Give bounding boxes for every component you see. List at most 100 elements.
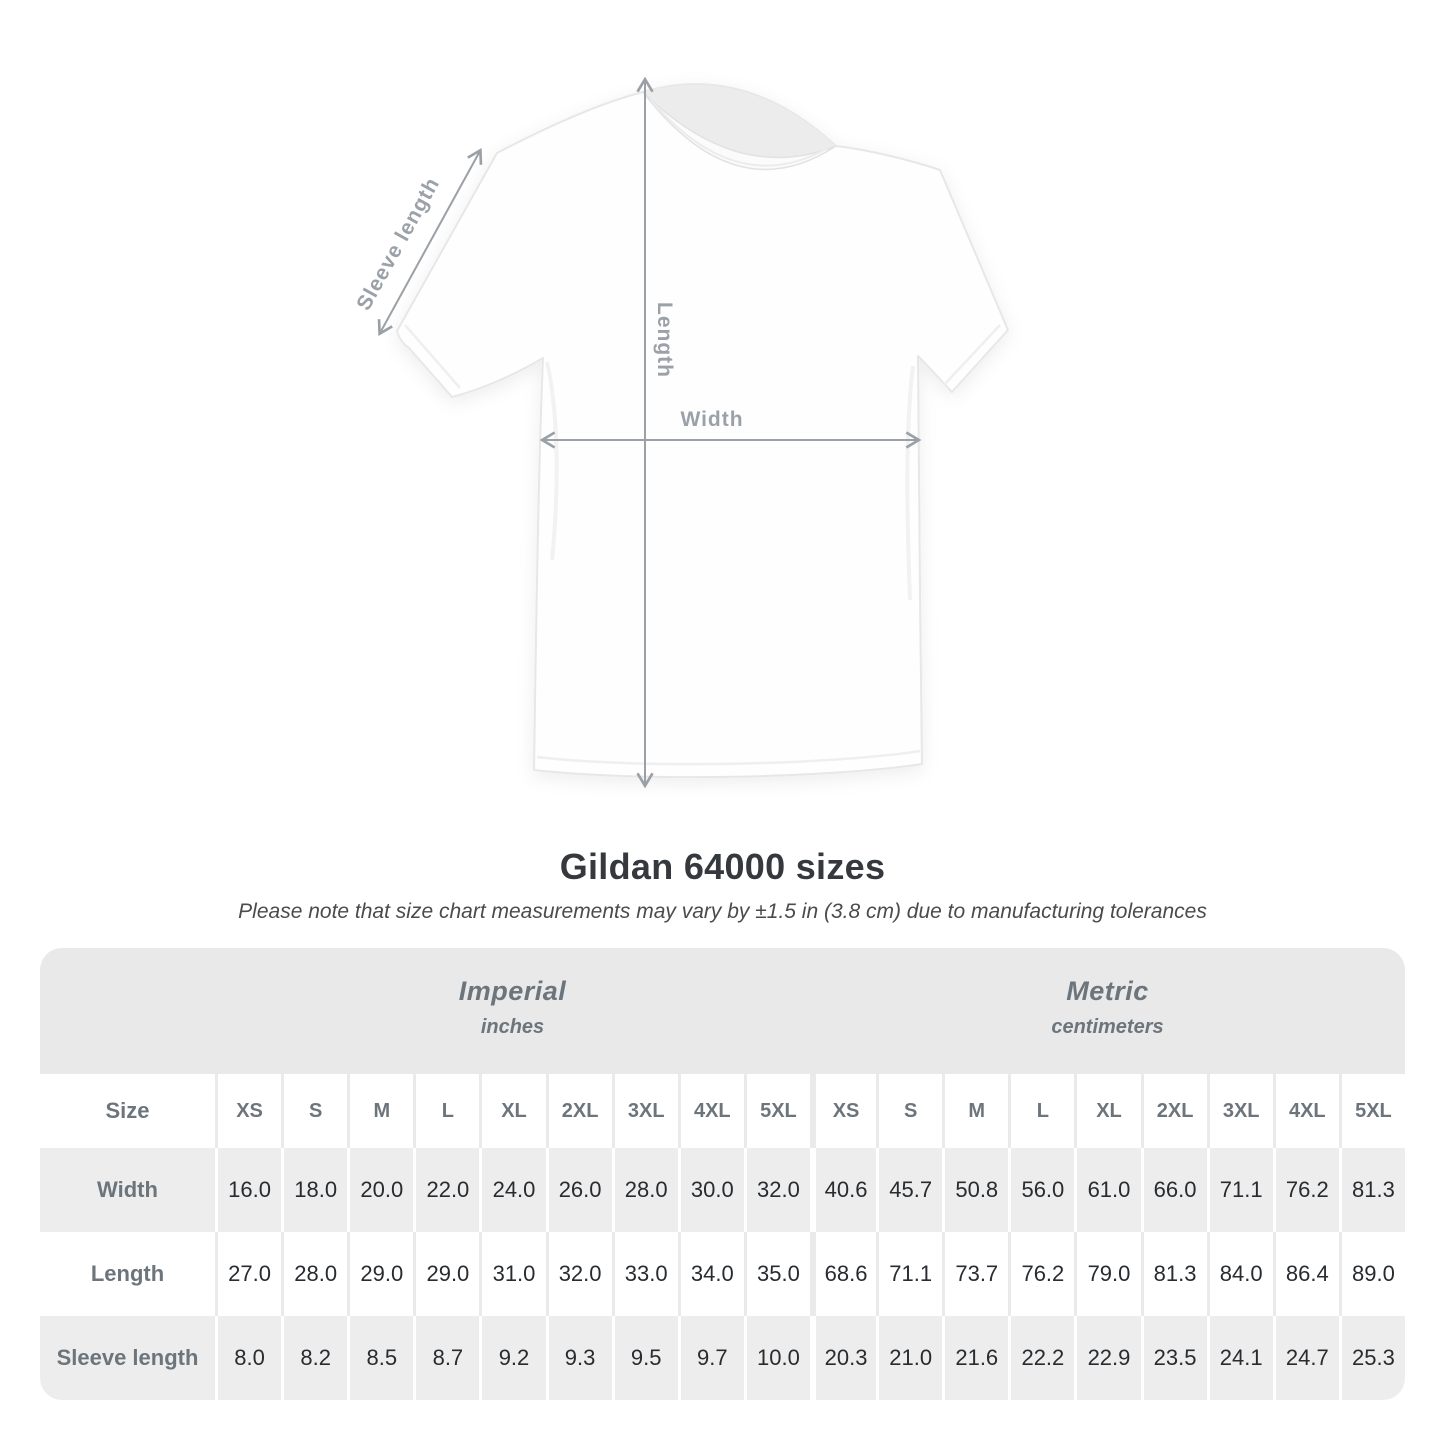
value-cell: 24.0 [479, 1148, 546, 1232]
value-cell: 9.5 [611, 1316, 678, 1400]
row-label: Sleeve length [40, 1316, 215, 1400]
value-cell: 21.6 [942, 1316, 1009, 1400]
metric-unit: centimeters [1051, 1015, 1164, 1038]
value-cell: 61.0 [1074, 1148, 1141, 1232]
size-col-header: S [281, 1074, 348, 1148]
size-chart: Imperial inches Metric centimeters Size … [40, 948, 1405, 1400]
value-cell: 29.0 [413, 1232, 480, 1316]
value-cell: 71.1 [876, 1232, 943, 1316]
table-row-sleeve-length: Sleeve length 8.0 8.2 8.5 8.7 9.2 9.3 9.… [40, 1316, 1405, 1400]
size-col-header: XS [215, 1074, 282, 1148]
size-col-header: 2XL [1140, 1074, 1207, 1148]
value-cell: 22.9 [1074, 1316, 1141, 1400]
value-cell: 81.3 [1338, 1148, 1405, 1232]
value-cell: 27.0 [215, 1232, 282, 1316]
size-col-header: M [942, 1074, 1009, 1148]
value-cell: 30.0 [677, 1148, 744, 1232]
imperial-unit: inches [480, 1015, 545, 1038]
size-chart-table: Imperial inches Metric centimeters Size … [40, 948, 1405, 1400]
collar-stitch [649, 98, 829, 167]
size-header-row: Size XS S M L XL 2XL 3XL 4XL 5XL XS S M … [40, 1074, 1405, 1148]
value-cell: 79.0 [1074, 1232, 1141, 1316]
value-cell: 22.0 [413, 1148, 480, 1232]
value-cell: 9.3 [545, 1316, 612, 1400]
size-col-header: 3XL [611, 1074, 678, 1148]
value-cell: 23.5 [1140, 1316, 1207, 1400]
value-cell: 21.0 [876, 1316, 943, 1400]
value-cell: 10.0 [743, 1316, 810, 1400]
value-cell: 66.0 [1140, 1148, 1207, 1232]
value-cell: 71.1 [1206, 1148, 1273, 1232]
value-cell: 32.0 [545, 1232, 612, 1316]
value-cell: 45.7 [876, 1148, 943, 1232]
value-cell: 8.2 [281, 1316, 348, 1400]
value-cell: 20.0 [347, 1148, 414, 1232]
value-cell: 76.2 [1272, 1148, 1339, 1232]
value-cell: 8.7 [413, 1316, 480, 1400]
value-cell: 24.1 [1206, 1316, 1273, 1400]
group-header-imperial: Imperial inches [215, 948, 810, 1074]
neck-opening [643, 84, 836, 158]
metric-label: Metric [1066, 975, 1149, 1006]
row-label: Width [40, 1148, 215, 1232]
sleeve-length-arrow [377, 147, 483, 337]
row-label: Length [40, 1232, 215, 1316]
size-col-header: L [1008, 1074, 1075, 1148]
unit-group-row: Imperial inches Metric centimeters [40, 948, 1405, 1074]
table-row-width: Width 16.0 18.0 20.0 22.0 24.0 26.0 28.0… [40, 1148, 1405, 1232]
value-cell: 40.6 [809, 1148, 877, 1232]
value-cell: 56.0 [1008, 1148, 1075, 1232]
value-cell: 33.0 [611, 1232, 678, 1316]
value-cell: 26.0 [545, 1148, 612, 1232]
value-cell: 31.0 [479, 1232, 546, 1316]
value-cell: 76.2 [1008, 1232, 1075, 1316]
tshirt-measurement-diagram: Sleeve length Length Width [352, 76, 1009, 789]
tshirt-body-shape [396, 83, 1009, 779]
value-cell: 8.5 [347, 1316, 414, 1400]
value-cell: 8.0 [215, 1316, 282, 1400]
value-cell: 34.0 [677, 1232, 744, 1316]
value-cell: 28.0 [281, 1232, 348, 1316]
tshirt-image: Sleeve length Length Width [352, 76, 1009, 789]
value-cell: 35.0 [743, 1232, 810, 1316]
value-cell: 29.0 [347, 1232, 414, 1316]
imperial-label: Imperial [458, 975, 567, 1006]
size-col-header: S [876, 1074, 943, 1148]
size-column-header: Size [40, 1074, 215, 1148]
value-cell: 24.7 [1272, 1316, 1339, 1400]
size-col-header: 4XL [1272, 1074, 1339, 1148]
value-cell: 68.6 [809, 1232, 877, 1316]
value-cell: 9.2 [479, 1316, 546, 1400]
table-row-length: Length 27.0 28.0 29.0 29.0 31.0 32.0 33.… [40, 1232, 1405, 1316]
width-label: Width [680, 408, 743, 431]
value-cell: 89.0 [1338, 1232, 1405, 1316]
value-cell: 25.3 [1338, 1316, 1405, 1400]
size-col-header: 4XL [677, 1074, 744, 1148]
page-title: Gildan 64000 sizes [559, 846, 886, 887]
size-col-header: XL [479, 1074, 546, 1148]
value-cell: 16.0 [215, 1148, 282, 1232]
size-col-header: 5XL [1338, 1074, 1405, 1148]
size-col-header: XS [809, 1074, 877, 1148]
value-cell: 81.3 [1140, 1232, 1207, 1316]
group-header-metric: Metric centimeters [809, 948, 1405, 1074]
size-col-header: 3XL [1206, 1074, 1273, 1148]
size-col-header: 5XL [743, 1074, 810, 1148]
value-cell: 86.4 [1272, 1232, 1339, 1316]
value-cell: 18.0 [281, 1148, 348, 1232]
value-cell: 9.7 [677, 1316, 744, 1400]
value-cell: 20.3 [809, 1316, 877, 1400]
value-cell: 22.2 [1008, 1316, 1075, 1400]
tolerance-note: Please note that size chart measurements… [238, 900, 1207, 923]
value-cell: 28.0 [611, 1148, 678, 1232]
value-cell: 32.0 [743, 1148, 810, 1232]
value-cell: 84.0 [1206, 1232, 1273, 1316]
size-col-header: M [347, 1074, 414, 1148]
group-header-spacer [40, 948, 215, 1074]
value-cell: 73.7 [942, 1232, 1009, 1316]
value-cell: 50.8 [942, 1148, 1009, 1232]
size-col-header: XL [1074, 1074, 1141, 1148]
size-col-header: 2XL [545, 1074, 612, 1148]
size-col-header: L [413, 1074, 480, 1148]
